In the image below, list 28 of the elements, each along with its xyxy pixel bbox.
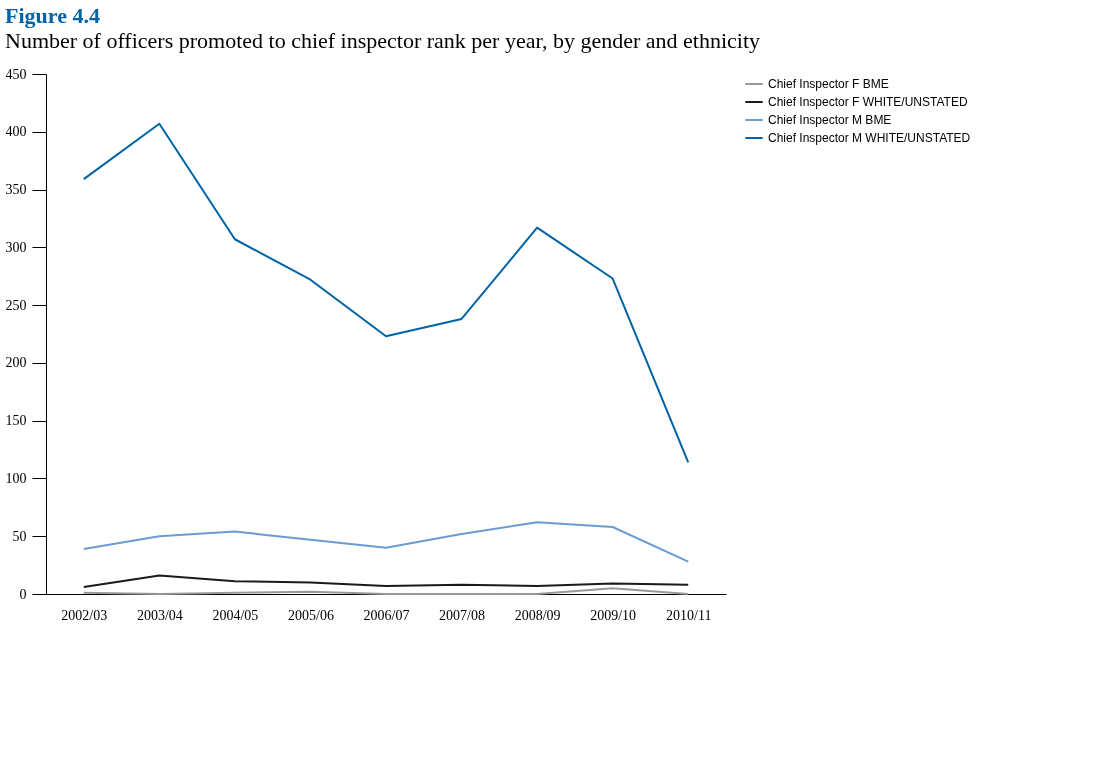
- y-tick-label: 50: [12, 528, 27, 544]
- chart-title: Figure 4.4: [5, 3, 100, 28]
- x-tick-label: 2004/05: [212, 607, 259, 623]
- line-series: [82, 122, 690, 464]
- legend-label: Chief Inspector F BME: [768, 77, 889, 91]
- y-tick-label: 200: [5, 355, 27, 371]
- chart-subtitle: Number of officers promoted to chief inspector rank per year, by gender and ethnicity: [5, 28, 760, 53]
- x-tick-label: 2005/06: [288, 607, 334, 623]
- legend-label: Chief Inspector M WHITE/UNSTATED: [768, 131, 971, 145]
- y-tick-label: 100: [5, 470, 27, 486]
- y-tick-label: 0: [19, 586, 27, 602]
- y-tick-label: 150: [5, 413, 27, 429]
- x-tick-label: 2009/10: [590, 607, 637, 623]
- x-tick-label: 2007/08: [439, 607, 485, 623]
- line-series: [82, 574, 690, 589]
- y-tick-label: 400: [5, 124, 27, 140]
- legend-label: Chief Inspector M BME: [768, 113, 892, 127]
- x-tick-label: 2008/09: [514, 607, 561, 623]
- x-tick-label: 2002/03: [61, 607, 108, 623]
- y-tick-label: 300: [5, 239, 27, 255]
- y-tick-label: 450: [5, 66, 27, 82]
- x-tick-label: 2006/07: [363, 607, 410, 623]
- y-tick-label: 250: [5, 297, 27, 313]
- x-tick-label: 2003/04: [136, 607, 183, 623]
- x-tick-label: 2010/11: [666, 607, 712, 623]
- legend-label: Chief Inspector F WHITE/UNSTATED: [768, 95, 968, 109]
- y-tick-label: 350: [5, 182, 27, 198]
- line-series: [82, 521, 690, 563]
